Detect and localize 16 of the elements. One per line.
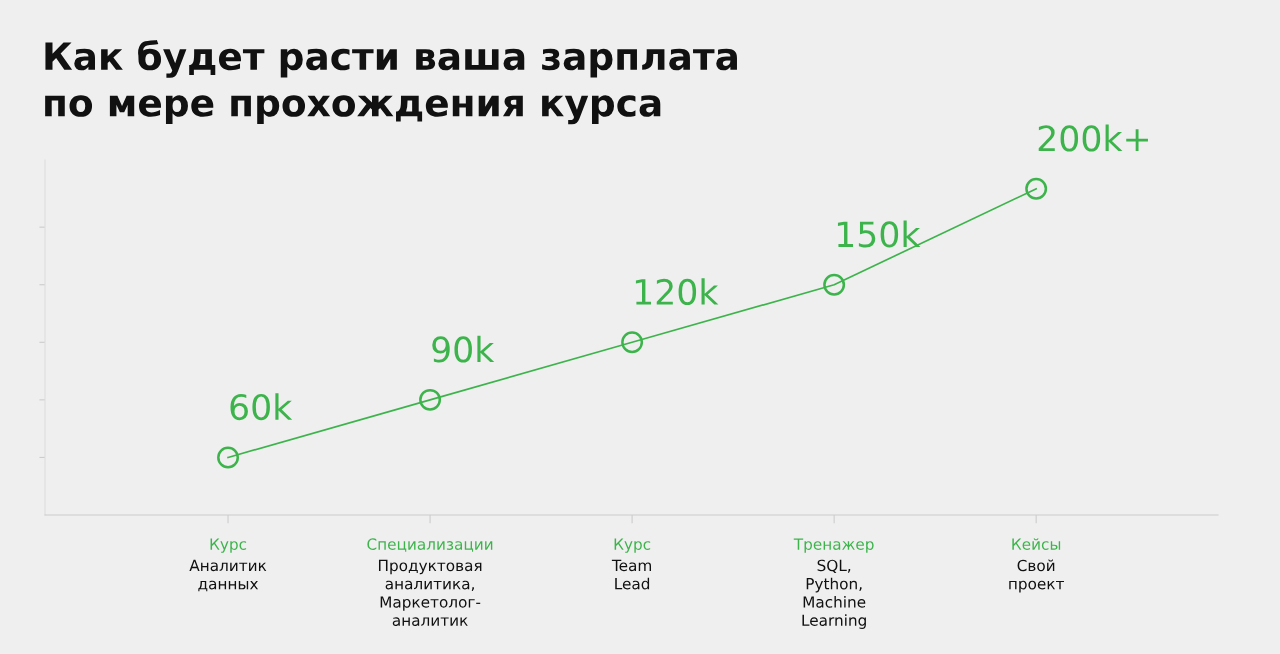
point <box>217 446 240 469</box>
point <box>823 273 846 296</box>
data-label: 90k <box>432 335 495 363</box>
x-tick-label: Кейсы Свой проект <box>1009 538 1064 593</box>
point <box>1025 177 1048 200</box>
chart-title: Как будет расти ваша зарплата по мере прохождения курса <box>45 40 737 125</box>
point <box>621 331 644 354</box>
x-tick-label: Курс Аналитик данных <box>189 538 267 592</box>
point <box>419 388 442 411</box>
data-label: 150k <box>837 220 921 248</box>
data-label: 120k <box>635 278 719 306</box>
x-tick-label: Тренажер SQL, Python, Machine Learning <box>793 538 874 629</box>
data-label: 200k+ <box>1038 124 1148 152</box>
x-tick-label: Специализации Продуктовая аналитика, Маркетолог- аналитик <box>367 538 493 627</box>
x-tick-label: Курс Team Lead <box>611 538 651 590</box>
data-label: 60k <box>230 393 293 421</box>
